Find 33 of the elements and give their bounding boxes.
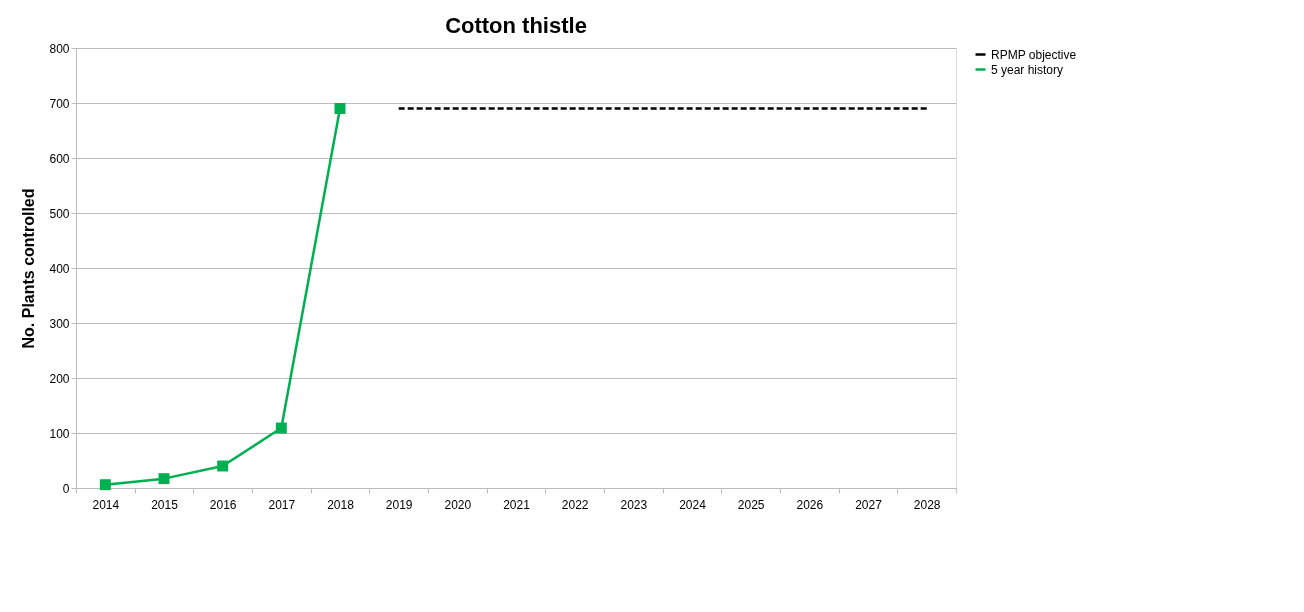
x-tick-label: 2016 xyxy=(209,497,237,512)
x-tick-label: 2018 xyxy=(327,497,355,512)
x-tick-label: 2028 xyxy=(913,497,941,512)
x-tick-label: 2017 xyxy=(268,497,296,512)
y-tick-label: 700 xyxy=(49,96,70,111)
x-tick-label: 2023 xyxy=(620,497,648,512)
x-tick-label: 2027 xyxy=(855,497,883,512)
point xyxy=(217,460,229,472)
y-tick-label: 100 xyxy=(49,426,70,441)
legend-label: RPMP objective xyxy=(991,47,1077,62)
x-tick-label: 2020 xyxy=(444,497,472,512)
x-tick-label: 2019 xyxy=(385,497,413,512)
x-tick-label: 2025 xyxy=(737,497,765,512)
x-tick-label: 2014 xyxy=(92,497,120,512)
x-tick-label: 2022 xyxy=(561,497,589,512)
y-tick-label: 0 xyxy=(62,481,70,496)
y-tick-label: 200 xyxy=(49,371,70,386)
x-tick-label: 2015 xyxy=(151,497,179,512)
point xyxy=(275,422,287,434)
point xyxy=(99,479,111,491)
y-tick-label: 800 xyxy=(49,41,70,56)
point xyxy=(334,103,346,114)
y-tick-label: 400 xyxy=(49,261,70,276)
y-tick-label: 300 xyxy=(49,316,70,331)
x-tick-label: 2024 xyxy=(679,497,707,512)
y-axis-title: No. Plants controlled xyxy=(20,188,38,349)
chart-title: Cotton thistle xyxy=(445,13,587,38)
y-tick-label: 600 xyxy=(49,151,70,166)
legend-label: 5 year history xyxy=(991,62,1064,77)
y-tick-label: 500 xyxy=(49,206,70,221)
x-tick-label: 2026 xyxy=(796,497,824,512)
x-tick-label: 2021 xyxy=(503,497,531,512)
point xyxy=(158,473,170,485)
